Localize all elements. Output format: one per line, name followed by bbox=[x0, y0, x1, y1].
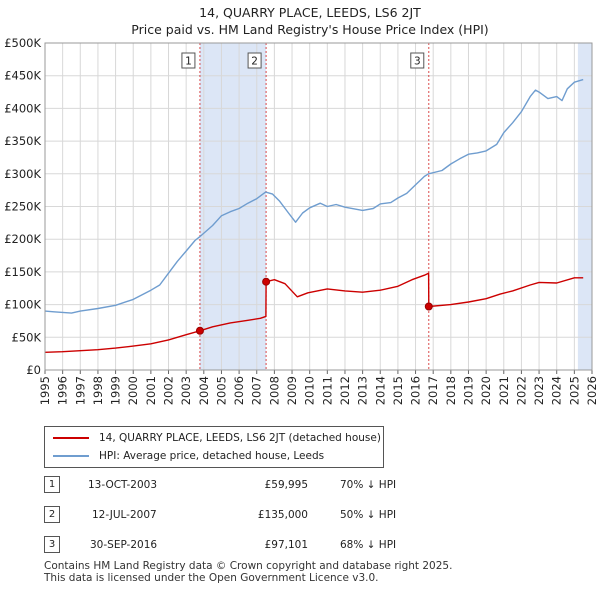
x-tick-label: 2026 bbox=[585, 376, 599, 405]
transaction-point bbox=[424, 302, 433, 311]
x-tick-label: 2003 bbox=[179, 376, 193, 405]
x-tick-label: 2008 bbox=[267, 376, 281, 405]
x-tick-label: 2015 bbox=[391, 376, 405, 405]
x-tick-label: 2007 bbox=[250, 376, 264, 405]
property-price-line bbox=[44, 272, 584, 353]
x-tick-label: 2006 bbox=[232, 376, 246, 405]
x-tick-label: 1997 bbox=[73, 376, 87, 405]
x-tick-label: 2021 bbox=[497, 376, 511, 405]
x-tick-label: 2013 bbox=[356, 376, 370, 405]
x-tick-label: 2000 bbox=[126, 376, 140, 405]
x-tick-label: 2018 bbox=[444, 376, 458, 405]
x-tick-label: 2016 bbox=[409, 376, 423, 405]
y-tick-label: £500K bbox=[4, 36, 41, 50]
plot-frame bbox=[44, 42, 593, 371]
transaction-marker-box bbox=[410, 52, 425, 69]
transaction-number: 2 bbox=[44, 506, 60, 523]
y-tick-label: £50K bbox=[12, 330, 42, 344]
y-tick-label: £400K bbox=[4, 101, 41, 115]
footer: Contains HM Land Registry data © Crown c… bbox=[44, 560, 452, 584]
transaction-marker-box bbox=[247, 52, 262, 69]
y-tick-label: £250K bbox=[4, 200, 41, 214]
x-tick-label: 1998 bbox=[91, 376, 105, 405]
legend-swatch-hpi bbox=[53, 455, 89, 457]
legend-swatch-property bbox=[53, 437, 89, 439]
chart-title: 14, QUARRY PLACE, LEEDS, LS6 2JT bbox=[199, 5, 421, 20]
y-tick-label: £450K bbox=[4, 69, 41, 83]
x-tick-label: 2022 bbox=[514, 376, 528, 405]
transaction-date: 30-SEP-2016 bbox=[90, 539, 158, 551]
transaction-point bbox=[262, 277, 271, 286]
y-tick-label: £0 bbox=[26, 363, 41, 377]
transaction-marker-label: 1 bbox=[185, 56, 192, 68]
transaction-number: 3 bbox=[44, 536, 60, 553]
x-tick-label: 2019 bbox=[461, 376, 475, 405]
transaction-date: 12-JUL-2007 bbox=[92, 509, 157, 521]
legend: 14, QUARRY PLACE, LEEDS, LS6 2JT (detach… bbox=[44, 426, 384, 468]
transaction-hpi-diff: 70% ↓ HPI bbox=[340, 479, 397, 491]
x-tick-label: 2025 bbox=[567, 376, 581, 405]
x-tick-label: 2024 bbox=[550, 376, 564, 405]
transaction-marker-label: 3 bbox=[414, 56, 421, 68]
transaction-marker-box bbox=[181, 52, 196, 69]
x-tick-label: 2020 bbox=[479, 376, 493, 405]
y-tick-label: £350K bbox=[4, 134, 41, 148]
price-chart: 14, QUARRY PLACE, LEEDS, LS6 2JT Price p… bbox=[4, 5, 599, 405]
transaction-point bbox=[195, 326, 204, 335]
y-tick-label: £100K bbox=[4, 298, 41, 312]
y-tick-label: £200K bbox=[4, 232, 41, 246]
x-tick-label: 2023 bbox=[532, 376, 546, 405]
chart-subtitle: Price paid vs. HM Land Registry's House … bbox=[131, 22, 488, 37]
x-tick-label: 1999 bbox=[109, 376, 123, 405]
x-tick-label: 2004 bbox=[197, 376, 211, 405]
legend-label-property: 14, QUARRY PLACE, LEEDS, LS6 2JT (detach… bbox=[99, 432, 381, 444]
x-tick-label: 2010 bbox=[303, 376, 317, 405]
x-tick-label: 1996 bbox=[56, 376, 70, 405]
transaction-marker-label: 2 bbox=[251, 56, 258, 68]
hpi-line bbox=[44, 78, 584, 314]
transaction-date: 13-OCT-2003 bbox=[88, 479, 157, 491]
transaction-price: £97,101 bbox=[264, 539, 308, 551]
y-tick-label: £300K bbox=[4, 167, 41, 181]
transaction-hpi-diff: 68% ↓ HPI bbox=[340, 539, 397, 551]
x-tick-label: 2002 bbox=[162, 376, 176, 405]
footer-licence: This data is licensed under the Open Gov… bbox=[44, 572, 379, 584]
transaction-hpi-diff: 50% ↓ HPI bbox=[340, 509, 397, 521]
y-tick-label: £150K bbox=[4, 265, 41, 279]
x-tick-label: 2017 bbox=[426, 376, 440, 405]
legend-label-hpi: HPI: Average price, detached house, Leed… bbox=[99, 450, 325, 462]
footer-copyright: Contains HM Land Registry data © Crown c… bbox=[44, 560, 453, 572]
x-tick-label: 2011 bbox=[320, 376, 334, 405]
transaction-number: 1 bbox=[44, 476, 60, 493]
x-tick-label: 2005 bbox=[214, 376, 228, 405]
x-tick-label: 1995 bbox=[38, 376, 52, 405]
x-tick-label: 2012 bbox=[338, 376, 352, 405]
transaction-price: £59,995 bbox=[264, 479, 308, 491]
x-tick-label: 2001 bbox=[144, 376, 158, 405]
transaction-price: £135,000 bbox=[257, 509, 308, 521]
x-tick-label: 2014 bbox=[373, 376, 387, 405]
x-tick-label: 2009 bbox=[285, 376, 299, 405]
